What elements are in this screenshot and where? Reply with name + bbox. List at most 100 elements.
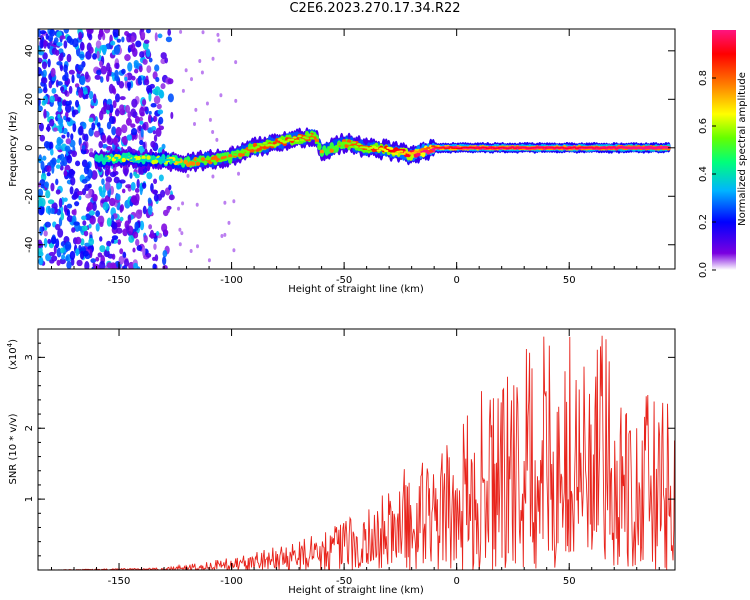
noise-blob [136, 178, 140, 189]
noise-blob [64, 89, 68, 96]
noise-blob [50, 148, 54, 156]
ridge-cell [354, 145, 359, 149]
noise-blob [81, 225, 88, 232]
noise-blob [106, 217, 112, 227]
noise-blob [135, 238, 140, 247]
ridge-cell [299, 139, 305, 142]
noise-blob [41, 61, 48, 70]
noise-blob [64, 111, 69, 118]
ridge-cell [260, 144, 265, 147]
noise-blob [88, 210, 95, 216]
noise-blob [134, 221, 139, 231]
ridge-cell [141, 155, 146, 160]
noise-blob [38, 29, 41, 38]
noise-blob [55, 49, 60, 56]
colorbar-label: Normalized spectral amplitude [737, 72, 748, 226]
noise-blob [101, 178, 105, 186]
noise-blob [154, 32, 158, 42]
noise-blob [134, 115, 140, 124]
noise-blob [156, 103, 162, 110]
ridge-cell [346, 142, 352, 145]
noise-speck [184, 68, 188, 73]
noise-blob [153, 178, 158, 185]
noise-blob [142, 205, 147, 215]
noise-blob [143, 78, 150, 86]
ridge-cell [351, 141, 357, 144]
noise-blob [50, 182, 55, 192]
ridge-cell [121, 157, 126, 163]
snr-series-line [38, 335, 675, 570]
noise-blob [63, 204, 68, 213]
ridge-cell [245, 150, 250, 153]
noise-blob [63, 115, 67, 121]
noise-blob [147, 205, 153, 216]
x-tick-label-1: -100 [220, 275, 243, 286]
noise-blob [50, 67, 56, 78]
noise-blob [44, 221, 51, 228]
noise-speck [189, 249, 193, 254]
noise-blob [75, 248, 80, 256]
noise-blob [127, 111, 132, 119]
noise-blob [148, 224, 153, 230]
noise-blob [129, 44, 134, 49]
noise-speck [180, 231, 184, 236]
noise-blob [118, 80, 125, 89]
noise-speck [179, 29, 183, 34]
noise-blob [57, 117, 64, 126]
ridge-cell [327, 146, 332, 149]
noise-blob [143, 39, 150, 44]
noise-blob [145, 253, 152, 258]
noise-blob [121, 136, 126, 143]
noise-blob [146, 65, 152, 74]
noise-blob [72, 38, 79, 48]
ridge-cell [515, 146, 520, 148]
ridge-cell [153, 159, 159, 164]
noise-blob [39, 39, 44, 49]
noise-blob [112, 29, 119, 38]
noise-speck [198, 59, 202, 64]
snr-frame [37, 328, 676, 571]
ridge-cell [228, 157, 233, 160]
noise-blob [110, 238, 115, 244]
x-tick-label-4: 50 [563, 275, 576, 286]
noise-speck [177, 206, 181, 211]
noise-blob [123, 258, 130, 267]
x-tick-label-0: -150 [108, 576, 131, 587]
noise-blob [72, 123, 77, 133]
noise-blob [48, 141, 54, 150]
noise-blob [39, 30, 47, 35]
noise-blob [92, 193, 98, 202]
noise-blob [99, 221, 104, 228]
noise-blob [57, 228, 64, 238]
ridge-cell [349, 145, 354, 148]
ridge-cell [319, 153, 325, 156]
noise-blob [78, 88, 84, 99]
noise-speck [193, 122, 197, 127]
noise-blob [111, 214, 115, 222]
ridge-cell [289, 138, 295, 141]
ridge-cell [158, 156, 164, 159]
ridge-cell [356, 143, 362, 146]
noise-blob [150, 102, 157, 108]
noise-blob [47, 58, 51, 68]
noise-blob [116, 38, 122, 43]
ridge-cell [284, 140, 290, 143]
ridge-cell [398, 150, 404, 153]
noise-blob [114, 69, 119, 79]
noise-blob [69, 250, 76, 260]
ridge-cell [277, 138, 282, 141]
noise-blob [46, 172, 51, 177]
ridge-cell [304, 137, 310, 140]
noise-blob [93, 130, 100, 138]
ridge-cell [384, 149, 389, 153]
noise-blob [71, 227, 76, 233]
noise-blob [101, 44, 107, 54]
noise-blob [66, 208, 71, 217]
noise-blob [98, 140, 103, 149]
ridge-cell [161, 160, 166, 164]
noise-blob [39, 255, 43, 265]
colorbar-tick-label-1: 0.2 [698, 214, 709, 230]
noise-blob [119, 179, 126, 184]
ridge-cell [183, 159, 188, 165]
noise-blob [147, 114, 152, 123]
